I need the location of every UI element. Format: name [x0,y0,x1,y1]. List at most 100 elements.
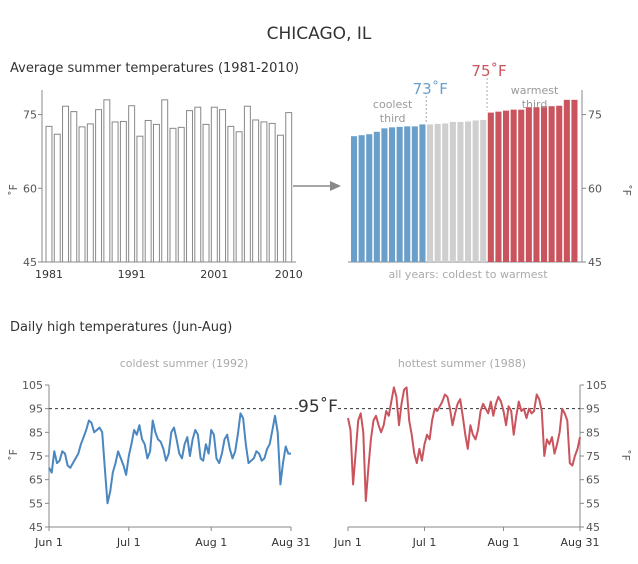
reference-line-label: 95˚F [298,396,338,417]
bar-2006 [252,119,260,263]
sorted-bar-1 [351,136,358,262]
sorted-bar-21 [503,110,510,262]
figure-title: CHICAGO, IL [267,24,372,44]
x-tick-label: Jun 1 [333,536,362,549]
coolest-group-label: third [380,112,406,125]
bar-1992 [136,135,144,263]
bar-1993 [144,119,152,263]
y-tick-label: 60 [23,182,37,195]
coolest-threshold-label: 73˚F [413,80,448,98]
sorted-bar-20 [495,111,502,262]
sorted-bar-4 [373,131,380,262]
x-tick-label: 1991 [118,268,146,281]
sorted-bar-8 [404,126,411,262]
sorted-bar-3 [366,134,373,262]
sorted-bar-7 [396,126,403,262]
sorted-bar-28 [556,105,563,263]
bar-1994 [152,123,160,263]
bar-1986 [86,123,94,263]
sorted-years-x-axis-label: all years: coldest to warmest [388,268,548,281]
average-summer-title: Average summer temperatures (1981-2010) [10,61,299,76]
bar-1984 [70,111,78,263]
x-tick-label: 2010 [275,268,303,281]
bar-2002 [219,109,227,263]
x-tick-label: Aug 1 [488,536,520,549]
y-tick-label: 85 [29,426,43,439]
bar-1991 [128,105,136,263]
warmest-group-label: third [522,98,548,111]
y-tick-label: 65 [586,474,600,487]
coldest-summer-title: coldest summer (1992) [120,357,249,370]
sorted-bar-11 [427,124,434,263]
x-tick-label: 2001 [200,268,228,281]
y-tick-label: 45 [588,256,602,269]
sorted-bar-29 [563,99,570,262]
average-summer-chart: Average summer temperatures (1981-2010) … [7,61,303,281]
x-tick-label: Jun 1 [34,536,63,549]
y-tick-label: 45 [586,521,600,534]
bar-1998 [186,110,193,263]
y-tick-label: 75 [23,109,37,122]
bar-2010 [285,112,293,263]
arrow-icon [293,181,341,191]
bar-2001 [210,106,218,263]
sorted-bar-14 [449,121,456,262]
bar-1995 [161,99,169,263]
sorted-years-y-axis-label: ˚F [620,184,633,196]
sorted-bar-22 [510,109,517,263]
coldest-summer-chart: coldest summer (1992) ˚F 45 55 65 75 85 95 105… [7,357,310,549]
bar-2008 [268,122,276,263]
x-tick-label: Aug 1 [195,536,227,549]
sorted-bar-23 [518,109,525,263]
y-tick-label: 55 [586,497,600,510]
sorted-bar-17 [472,120,479,263]
sorted-bar-26 [541,106,548,263]
y-tick-label: 75 [29,450,43,463]
bar-1982 [53,133,61,263]
y-tick-label: 55 [29,497,43,510]
sorted-bar-27 [548,106,555,263]
bar-2007 [260,121,268,263]
sorted-bar-10 [419,124,426,263]
bar-1990 [119,120,127,263]
x-tick-label: Aug 31 [272,536,311,549]
bar-1989 [111,121,119,263]
x-tick-label: Jul 1 [116,536,141,549]
sorted-bar-9 [411,126,418,262]
x-tick-label: Aug 31 [561,536,600,549]
y-tick-label: 60 [588,182,602,195]
sorted-years-chart: ˚F all years: coldest to warmest 45 60 75 7… [348,62,633,281]
bar-2005 [243,105,251,263]
coldest-summer-y-axis-label: ˚F [7,449,20,461]
sorted-bar-18 [480,119,487,262]
sorted-bar-5 [381,128,388,262]
sorted-bar-15 [457,121,464,262]
sorted-bar-2 [358,135,365,262]
y-tick-label: 65 [29,474,43,487]
sorted-bar-30 [571,99,578,262]
bar-2003 [227,125,235,263]
bar-1985 [78,126,86,263]
bar-1981 [45,125,53,263]
bar-1999 [194,106,202,263]
hottest-summer-title: hottest summer (1988) [398,357,526,370]
y-tick-label: 45 [29,521,43,534]
daily-high-line [48,412,291,505]
warmest-group-label: warmest [511,84,559,97]
bar-2009 [276,134,284,263]
sorted-bar-25 [533,107,540,262]
y-tick-label: 105 [22,379,43,392]
bar-1988 [103,99,111,263]
y-tick-label: 75 [586,450,600,463]
y-tick-label: 95 [29,403,43,416]
bar-1987 [95,109,103,263]
hottest-summer-chart: hottest summer (1988) ˚F 45 55 65 75 85 95 105… [333,357,632,549]
sorted-bar-16 [465,121,472,262]
sorted-bar-24 [525,107,532,262]
average-summer-y-axis-label: ˚F [7,184,20,196]
y-tick-label: 75 [588,109,602,122]
bar-1983 [62,105,69,263]
x-tick-label: 1981 [35,268,63,281]
sorted-bar-13 [442,123,449,262]
